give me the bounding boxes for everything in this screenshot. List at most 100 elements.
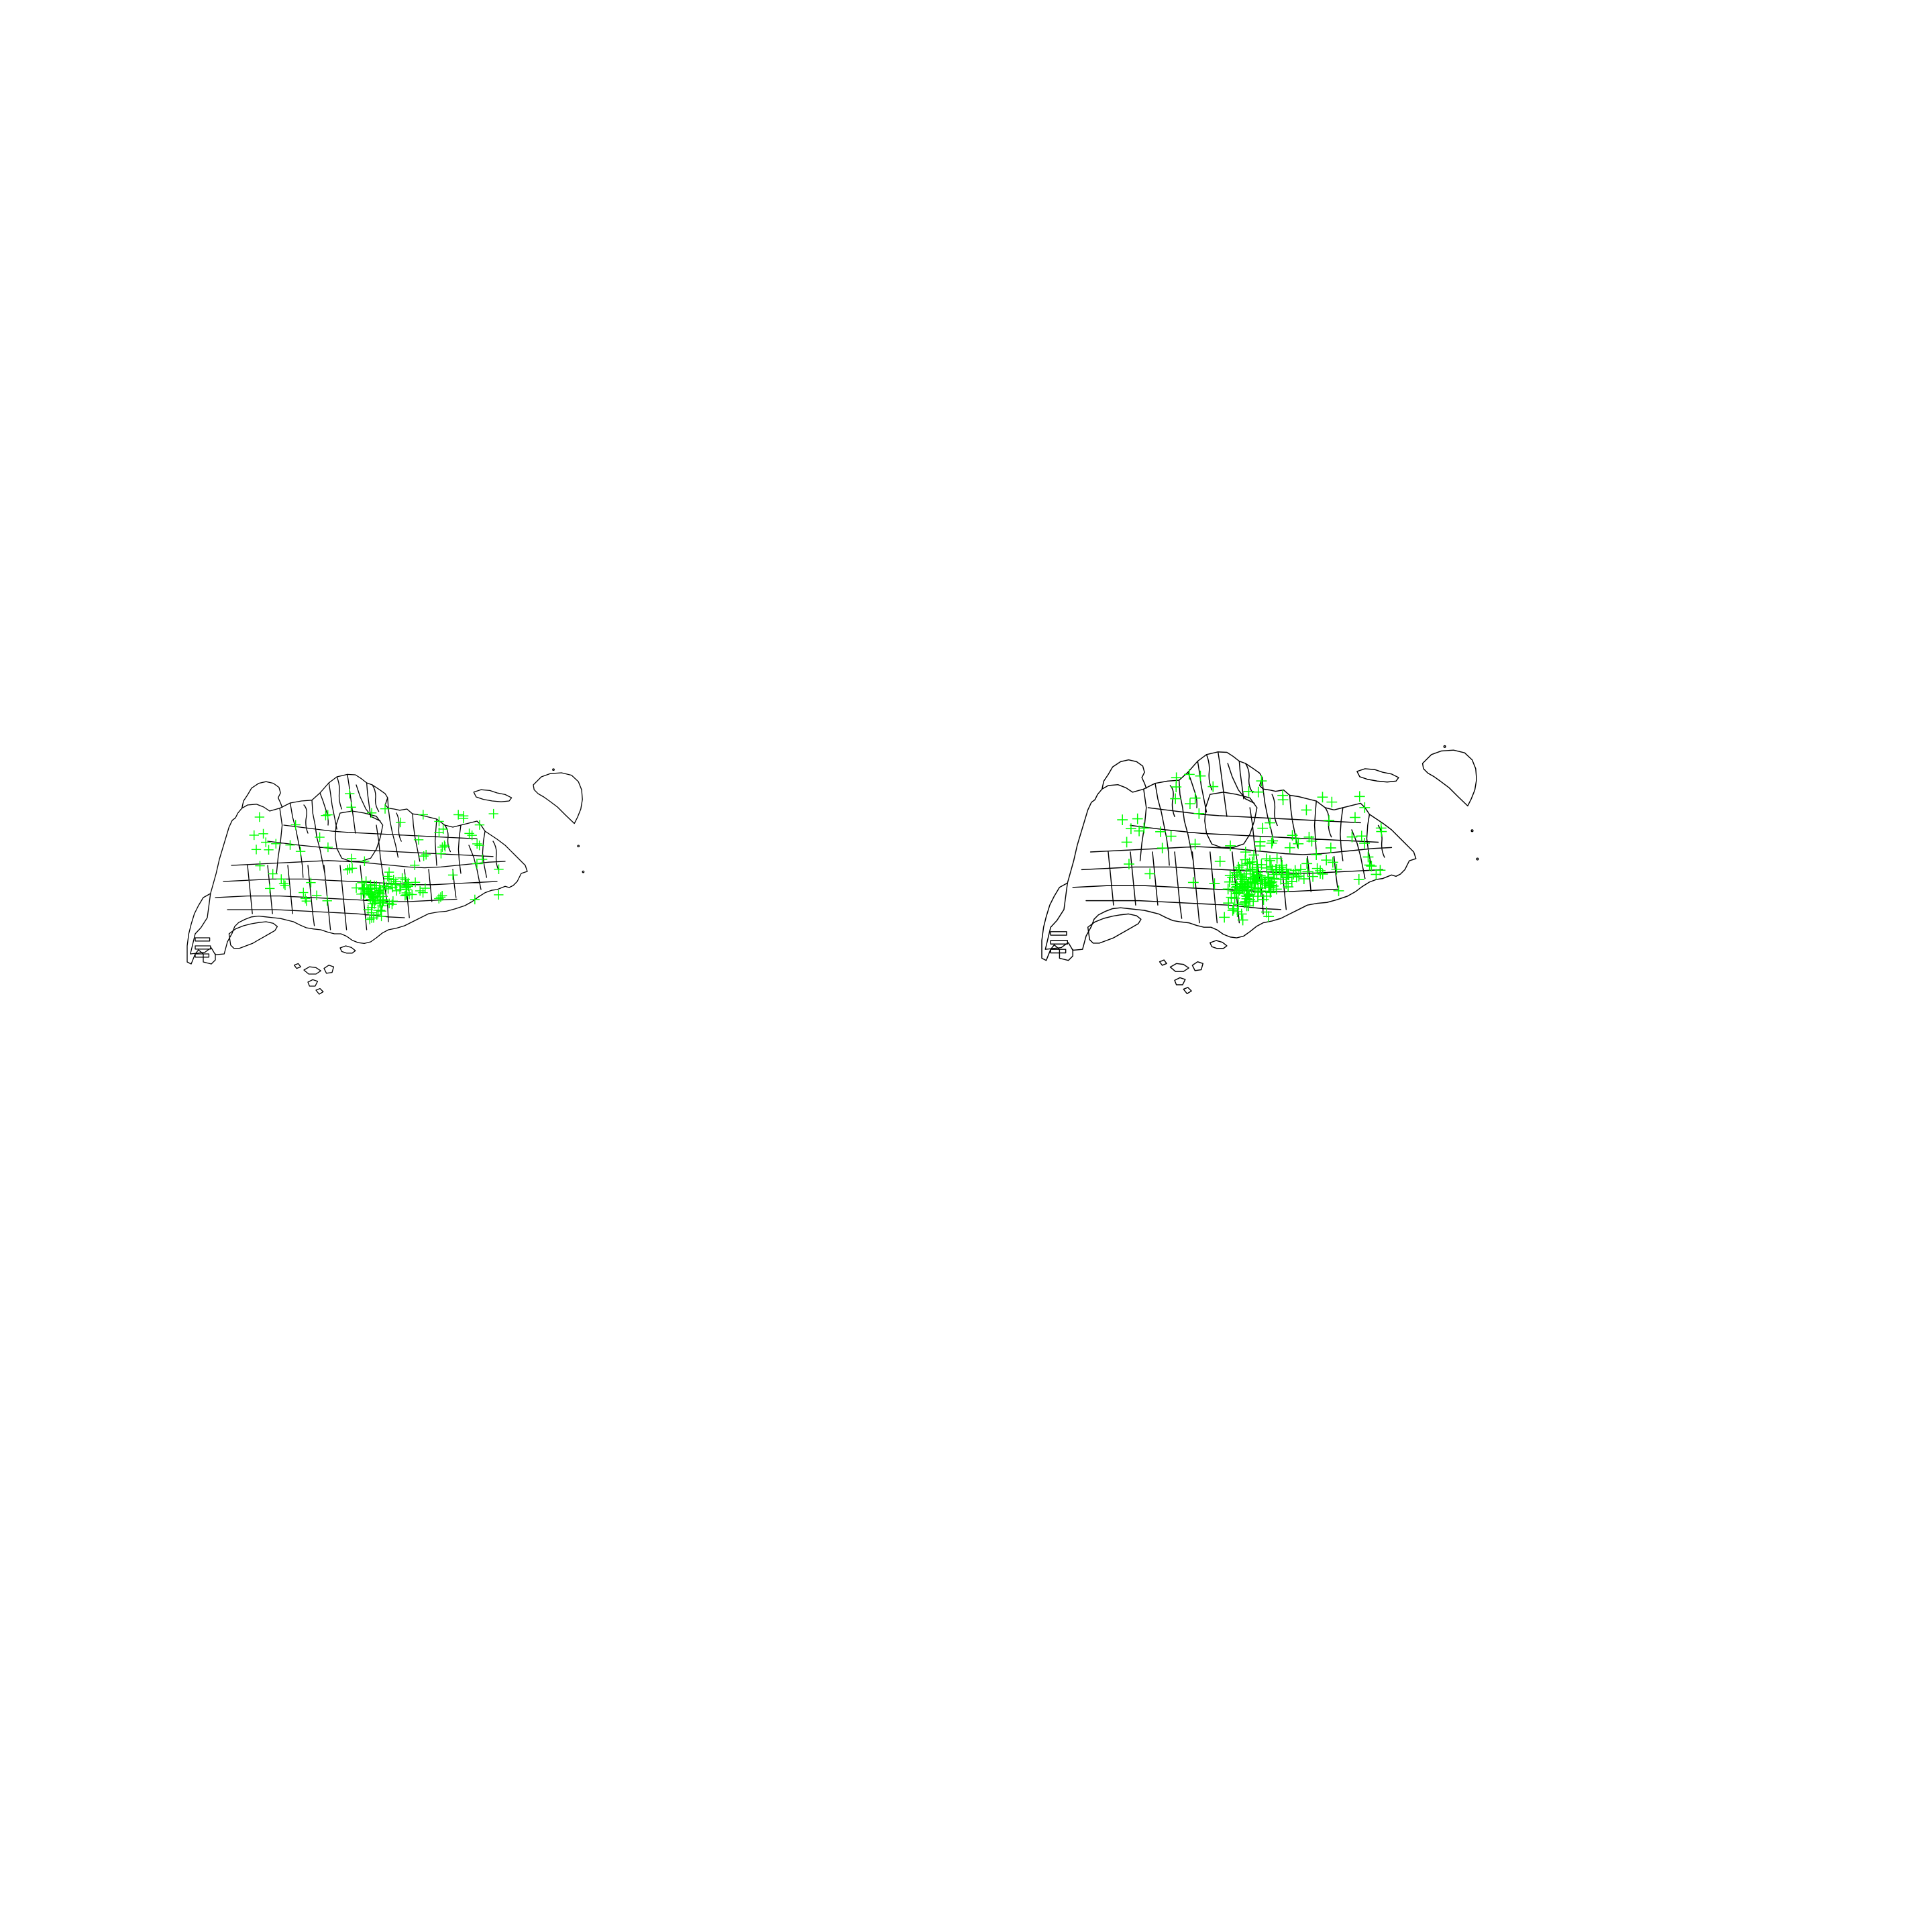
- plus-marker: [458, 811, 469, 821]
- point-markers: [1117, 769, 1387, 926]
- plus-marker: [1234, 863, 1245, 875]
- plus-marker: [1260, 906, 1272, 918]
- plus-marker: [358, 883, 368, 894]
- plus-marker: [404, 889, 415, 900]
- plus-marker: [1183, 769, 1195, 780]
- plus-marker: [1247, 856, 1258, 867]
- plus-marker: [1261, 862, 1273, 873]
- plus-marker: [383, 883, 393, 894]
- plus-marker: [1266, 837, 1277, 849]
- plus-marker: [1267, 835, 1279, 847]
- plus-marker: [1232, 899, 1244, 910]
- plus-marker: [315, 832, 325, 843]
- plus-marker: [1209, 878, 1220, 890]
- plus-marker: [1333, 885, 1344, 896]
- plus-marker: [1157, 843, 1168, 854]
- plus-marker: [346, 853, 357, 864]
- plus-marker: [306, 877, 316, 888]
- plus-marker: [1356, 830, 1367, 842]
- plus-marker: [1271, 853, 1283, 864]
- plus-marker: [366, 808, 377, 818]
- plus-marker: [290, 820, 301, 830]
- plus-marker: [278, 879, 289, 889]
- plus-marker: [364, 914, 375, 924]
- plus-marker: [1311, 849, 1322, 860]
- plus-marker: [1346, 831, 1358, 843]
- plus-marker: [1284, 842, 1295, 853]
- plus-marker: [251, 845, 262, 855]
- plus-marker: [1227, 905, 1238, 916]
- plus-marker: [1155, 826, 1166, 837]
- plus-marker: [1327, 857, 1338, 868]
- plus-marker: [1126, 823, 1136, 835]
- plus-marker: [1132, 813, 1143, 824]
- plus-marker: [1301, 858, 1313, 869]
- plus-marker: [1225, 840, 1236, 851]
- plus-marker: [261, 837, 271, 847]
- plus-marker: [1238, 876, 1250, 888]
- plus-marker: [368, 892, 378, 902]
- plus-marker: [1193, 808, 1205, 819]
- plus-marker: [1226, 892, 1237, 903]
- plus-marker: [1265, 885, 1277, 897]
- plus-marker: [271, 839, 281, 849]
- plus-marker: [1263, 911, 1275, 922]
- plus-marker: [1291, 871, 1302, 883]
- plus-marker: [1195, 770, 1206, 782]
- plus-marker: [1124, 859, 1134, 869]
- plus-marker: [268, 869, 278, 879]
- plus-marker: [1364, 859, 1375, 871]
- plus-marker: [1258, 878, 1270, 889]
- plus-marker: [435, 892, 446, 902]
- plus-marker: [295, 846, 306, 857]
- plus-marker: [360, 856, 370, 866]
- plus-marker: [374, 898, 385, 908]
- plus-marker: [366, 902, 377, 913]
- plus-marker: [1165, 830, 1177, 842]
- right-map-panel: [1041, 745, 1479, 994]
- plus-marker: [1256, 775, 1267, 787]
- plus-marker: [1307, 871, 1319, 882]
- plus-marker: [477, 854, 488, 865]
- plus-marker: [1321, 855, 1332, 866]
- plus-marker: [488, 808, 498, 819]
- plus-marker: [1171, 772, 1182, 784]
- plus-marker: [1265, 855, 1275, 866]
- plus-marker: [1189, 839, 1201, 850]
- plus-marker: [1187, 877, 1199, 888]
- plus-marker: [1232, 906, 1243, 918]
- plus-marker: [1239, 898, 1250, 908]
- plus-marker: [1223, 898, 1234, 909]
- plus-marker: [1214, 855, 1226, 867]
- point-markers: [249, 788, 504, 924]
- subzone-map: [1041, 745, 1479, 994]
- plus-marker: [323, 810, 333, 820]
- plus-marker: [436, 849, 446, 859]
- plus-marker: [470, 894, 480, 905]
- plus-marker: [1134, 825, 1144, 837]
- plus-marker: [367, 883, 377, 894]
- plus-marker: [276, 874, 286, 884]
- plus-marker: [361, 876, 371, 886]
- plus-marker: [258, 828, 268, 839]
- plus-marker: [1371, 869, 1382, 880]
- plus-marker: [437, 891, 447, 901]
- subzone-map: [186, 768, 585, 995]
- plus-marker: [1293, 871, 1305, 881]
- plus-marker: [300, 894, 311, 904]
- plus-marker: [1257, 822, 1269, 834]
- plus-marker: [1121, 837, 1132, 848]
- plus-marker: [1354, 791, 1365, 802]
- plus-marker: [351, 883, 362, 893]
- plus-marker: [410, 877, 421, 888]
- plus-marker: [1236, 908, 1247, 920]
- plus-marker: [366, 890, 377, 900]
- plus-marker: [1265, 861, 1277, 872]
- plus-marker: [1375, 822, 1387, 834]
- plus-marker: [388, 874, 398, 885]
- plus-marker: [1240, 896, 1251, 907]
- plus-marker: [345, 863, 355, 874]
- plus-marker: [1263, 872, 1274, 883]
- plus-marker: [447, 870, 458, 880]
